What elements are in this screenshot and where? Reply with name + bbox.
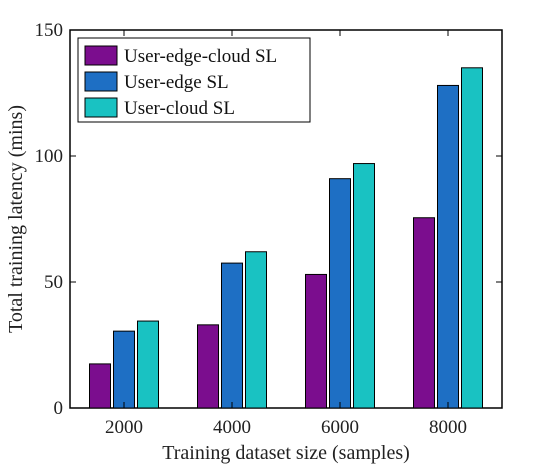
y-tick-label: 100 xyxy=(35,146,64,167)
bar-user-edge-sl-8000 xyxy=(437,84,459,409)
bar-user-cloud-sl-4000 xyxy=(245,251,267,409)
bar-user-cloud-sl-8000 xyxy=(461,67,483,409)
legend-label: User-edge-cloud SL xyxy=(124,46,277,67)
bar-user-cloud-sl-2000 xyxy=(137,320,159,409)
legend-label: User-edge SL xyxy=(124,72,229,93)
bars xyxy=(89,67,483,409)
x-tick-label: 6000 xyxy=(321,417,359,438)
plot-area xyxy=(69,29,503,409)
y-tick-label: 0 xyxy=(54,398,64,419)
y-tick-label: 50 xyxy=(44,272,63,293)
bar-user-edge-sl-4000 xyxy=(221,262,243,409)
bar-user-cloud-sl-6000 xyxy=(353,163,375,409)
bar-user-edge-cloud-sl-2000 xyxy=(89,363,111,409)
bar-user-edge-cloud-sl-4000 xyxy=(197,324,219,409)
legend-swatch xyxy=(84,71,118,92)
bar-user-edge-cloud-sl-6000 xyxy=(305,273,327,409)
y-axis-label: Total training latency (mins) xyxy=(5,105,27,333)
legend-swatch xyxy=(84,97,118,118)
x-tick-label: 8000 xyxy=(429,417,467,438)
y-axis: 0 50 100 150 xyxy=(35,20,502,419)
legend: User-edge-cloud SL User-edge SL User-cloud… xyxy=(77,37,311,123)
x-axis-label: Training dataset size (samples) xyxy=(162,442,410,464)
bar-user-edge-sl-6000 xyxy=(329,178,351,409)
x-tick-label: 4000 xyxy=(213,417,251,438)
x-tick-label: 2000 xyxy=(105,417,143,438)
legend-swatch xyxy=(84,45,118,66)
y-tick-label: 150 xyxy=(35,20,64,41)
bar-user-edge-cloud-sl-8000 xyxy=(413,217,435,409)
bar-user-edge-sl-2000 xyxy=(113,330,135,409)
legend-label: User-cloud SL xyxy=(124,98,235,119)
plot-frame xyxy=(69,29,503,409)
x-axis: 2000 4000 6000 8000 xyxy=(105,30,467,438)
